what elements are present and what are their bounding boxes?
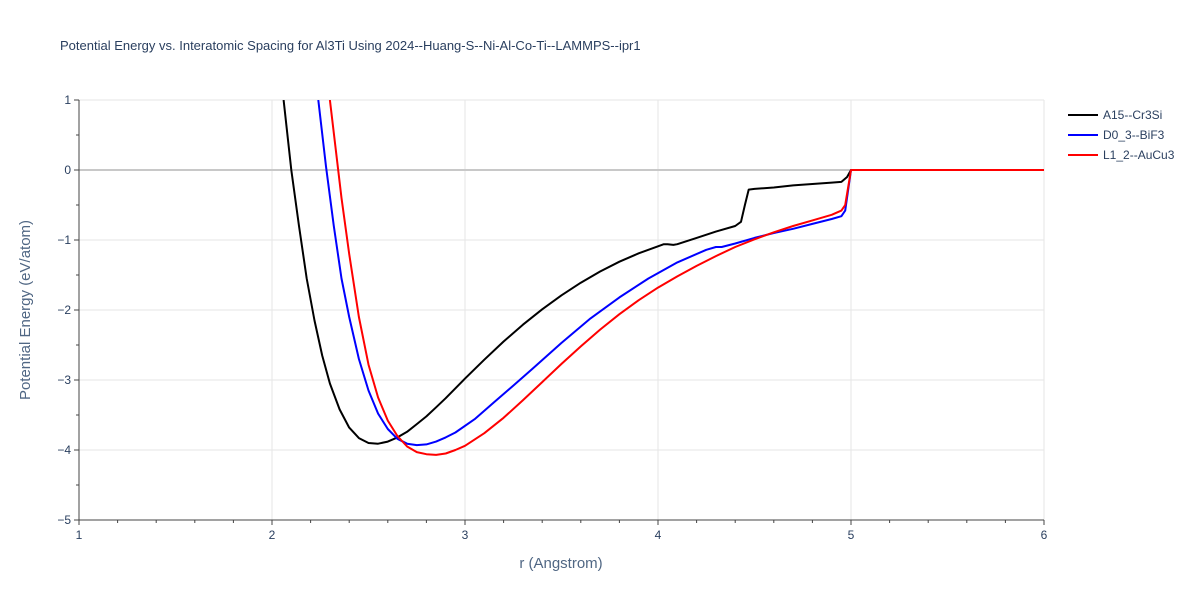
y-tick-label: −5 bbox=[57, 513, 71, 527]
legend[interactable]: A15--Cr3Si D0_3--BiF3 L1_2--AuCu3 bbox=[1068, 108, 1175, 162]
axes bbox=[74, 99, 1045, 525]
x-tick-label: 3 bbox=[462, 528, 469, 542]
series-line-a15-cr3si bbox=[282, 100, 1044, 445]
chart-title: Potential Energy vs. Interatomic Spacing… bbox=[60, 38, 641, 53]
x-tick-label: 4 bbox=[655, 528, 662, 542]
x-tick-label: 1 bbox=[76, 528, 83, 542]
x-tick-label: 6 bbox=[1041, 528, 1048, 542]
legend-label: A15--Cr3Si bbox=[1103, 108, 1162, 122]
legend-label: L1_2--AuCu3 bbox=[1103, 148, 1175, 162]
grid bbox=[79, 99, 1045, 520]
y-tick-label: 0 bbox=[64, 163, 71, 177]
legend-item[interactable]: D0_3--BiF3 bbox=[1068, 128, 1165, 142]
x-tick-label: 2 bbox=[269, 528, 276, 542]
y-tick-label: −4 bbox=[57, 443, 71, 457]
y-tick-label: −1 bbox=[57, 233, 71, 247]
x-tick-label: 5 bbox=[848, 528, 855, 542]
series-line-d0-3-bif3 bbox=[317, 100, 1044, 447]
y-tick-label: −2 bbox=[57, 303, 71, 317]
y-tick-label: 1 bbox=[64, 93, 71, 107]
tick-labels: 1 2 3 4 5 6 1 0 −1 −2 −3 −4 −5 bbox=[57, 93, 1047, 542]
x-axis-title: r (Angstrom) bbox=[519, 555, 602, 572]
legend-item[interactable]: L1_2--AuCu3 bbox=[1068, 148, 1175, 162]
legend-label: D0_3--BiF3 bbox=[1103, 128, 1165, 142]
y-axis-title: Potential Energy (eV/atom) bbox=[17, 220, 34, 400]
y-tick-label: −3 bbox=[57, 373, 71, 387]
series-lines bbox=[282, 100, 1044, 456]
legend-item[interactable]: A15--Cr3Si bbox=[1068, 108, 1162, 122]
series-line-l1-2-aucu3 bbox=[328, 100, 1044, 456]
